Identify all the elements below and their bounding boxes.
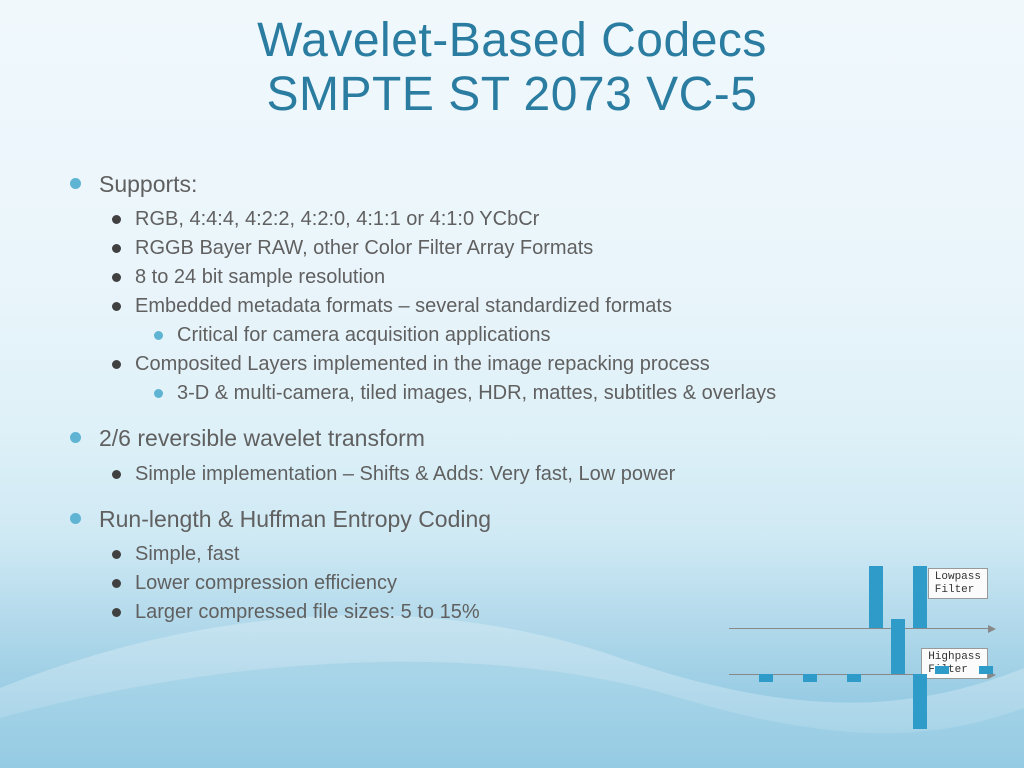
bullet-icon	[112, 244, 121, 253]
bullet-text: Embedded metadata formats – several stan…	[135, 292, 672, 321]
bullet-text: Lower compression efficiency	[135, 569, 397, 598]
title-line-1: Wavelet-Based Codecs	[257, 14, 767, 67]
list-item: Composited Layers implemented in the ima…	[70, 350, 984, 408]
bullet-text: Supports:	[99, 168, 197, 201]
bullet-icon	[112, 360, 121, 369]
list-item: 2/6 reversible wavelet transform Simple i…	[70, 422, 984, 488]
axis-arrow-icon	[988, 625, 996, 633]
bullet-text: Run-length & Huffman Entropy Coding	[99, 503, 491, 536]
list-item: RGB, 4:4:4, 4:2:2, 4:2:0, 4:1:1 or 4:1:0…	[70, 205, 984, 234]
bullet-icon	[112, 608, 121, 617]
bullet-icon	[112, 215, 121, 224]
bullet-text: 8 to 24 bit sample resolution	[135, 263, 385, 292]
bullet-text: Composited Layers implemented in the ima…	[135, 350, 710, 379]
bullet-text: 3-D & multi-camera, tiled images, HDR, m…	[177, 379, 776, 408]
list-item: Embedded metadata formats – several stan…	[70, 292, 984, 350]
bullet-text: RGGB Bayer RAW, other Color Filter Array…	[135, 234, 593, 263]
chart-bar	[759, 674, 773, 682]
bullet-text: Larger compressed file sizes: 5 to 15%	[135, 598, 480, 627]
title-line-2: SMPTE ST 2073 VC-5	[267, 68, 758, 121]
bullet-text: Critical for camera acquisition applicat…	[177, 321, 551, 350]
chart-bar	[913, 674, 927, 729]
bullet-icon	[112, 302, 121, 311]
bullet-icon	[112, 470, 121, 479]
bullet-text: RGB, 4:4:4, 4:2:2, 4:2:0, 4:1:1 or 4:1:0…	[135, 205, 539, 234]
bullet-text: Simple implementation – Shifts & Adds: V…	[135, 460, 675, 489]
bullet-icon	[112, 273, 121, 282]
chart-bar	[803, 674, 817, 682]
highpass-label: Highpass Filter	[921, 648, 988, 679]
chart-bar	[979, 666, 993, 674]
list-item: 3-D & multi-camera, tiled images, HDR, m…	[112, 379, 984, 408]
chart-bar	[869, 566, 883, 628]
bullet-text: 2/6 reversible wavelet transform	[99, 422, 425, 455]
bullet-icon	[70, 178, 81, 189]
bullet-icon	[112, 550, 121, 559]
filter-charts: Lowpass Filter Highpass Filter	[729, 560, 994, 740]
bullet-icon	[70, 432, 81, 443]
chart-bar	[913, 566, 927, 628]
list-item: 8 to 24 bit sample resolution	[70, 263, 984, 292]
bullet-text: Simple, fast	[135, 540, 239, 569]
list-item: Supports: RGB, 4:4:4, 4:2:2, 4:2:0, 4:1:1…	[70, 168, 984, 408]
bullet-icon	[154, 389, 163, 398]
bullet-icon	[70, 513, 81, 524]
slide-title: Wavelet-Based Codecs SMPTE ST 2073 VC-5	[0, 0, 1024, 122]
bullet-icon	[154, 331, 163, 340]
chart-bar	[935, 666, 949, 674]
list-item: RGGB Bayer RAW, other Color Filter Array…	[70, 234, 984, 263]
lowpass-chart: Lowpass Filter	[729, 560, 994, 650]
lowpass-label: Lowpass Filter	[928, 568, 988, 599]
list-item: Simple implementation – Shifts & Adds: V…	[70, 460, 984, 489]
chart-bar	[847, 674, 861, 682]
lowpass-axis	[729, 628, 994, 629]
chart-bar	[891, 619, 905, 674]
list-item: Critical for camera acquisition applicat…	[112, 321, 984, 350]
highpass-chart: Highpass Filter	[729, 652, 994, 742]
bullet-icon	[112, 579, 121, 588]
